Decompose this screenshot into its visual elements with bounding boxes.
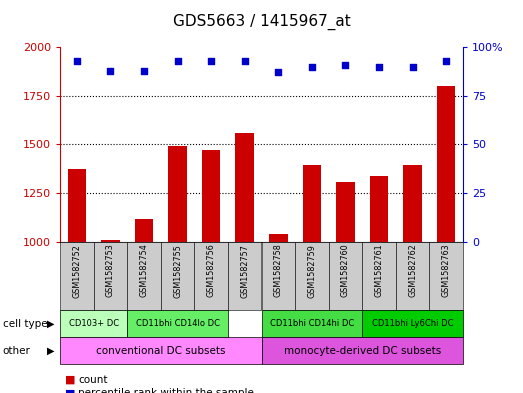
Text: GSM1582762: GSM1582762 [408,244,417,298]
Point [442,58,450,64]
Text: count: count [78,375,108,385]
Point [241,58,249,64]
Bar [135,219,153,242]
Text: ■: ■ [65,388,76,393]
Text: CD11bhi CD14lo DC: CD11bhi CD14lo DC [135,320,220,328]
Bar [269,234,288,242]
Point [140,67,148,73]
Point [73,58,81,64]
Text: GSM1582756: GSM1582756 [207,244,215,298]
Point [375,64,383,70]
Text: ▶: ▶ [48,345,55,356]
Text: other: other [3,345,30,356]
Text: GSM1582759: GSM1582759 [308,244,316,298]
Bar [303,165,321,242]
Bar [437,86,456,242]
Text: conventional DC subsets: conventional DC subsets [96,345,225,356]
Text: GSM1582757: GSM1582757 [240,244,249,298]
Point [341,62,349,68]
Text: GSM1582754: GSM1582754 [140,244,149,298]
Text: GSM1582763: GSM1582763 [441,244,451,297]
Text: cell type: cell type [3,319,47,329]
Point [174,58,182,64]
Text: monocyte-derived DC subsets: monocyte-derived DC subsets [283,345,441,356]
Text: GSM1582753: GSM1582753 [106,244,115,298]
Text: GSM1582761: GSM1582761 [374,244,383,297]
Text: GSM1582755: GSM1582755 [173,244,182,298]
Point [308,64,316,70]
Text: GDS5663 / 1415967_at: GDS5663 / 1415967_at [173,14,350,30]
Text: CD11bhi Ly6Chi DC: CD11bhi Ly6Chi DC [372,320,453,328]
Text: GSM1582760: GSM1582760 [341,244,350,297]
Bar [403,165,422,242]
Text: percentile rank within the sample: percentile rank within the sample [78,388,254,393]
Bar [235,133,254,242]
Text: GSM1582752: GSM1582752 [72,244,82,298]
Point [274,69,282,75]
Bar [370,176,388,242]
Point [207,58,215,64]
Bar [168,146,187,242]
Text: GSM1582758: GSM1582758 [274,244,283,298]
Point [106,67,115,73]
Bar [67,169,86,242]
Text: CD11bhi CD14hi DC: CD11bhi CD14hi DC [270,320,354,328]
Bar [336,182,355,242]
Bar [202,150,220,242]
Text: ▶: ▶ [48,319,55,329]
Bar [101,240,120,242]
Text: CD103+ DC: CD103+ DC [69,320,119,328]
Point [408,64,417,70]
Text: ■: ■ [65,375,76,385]
